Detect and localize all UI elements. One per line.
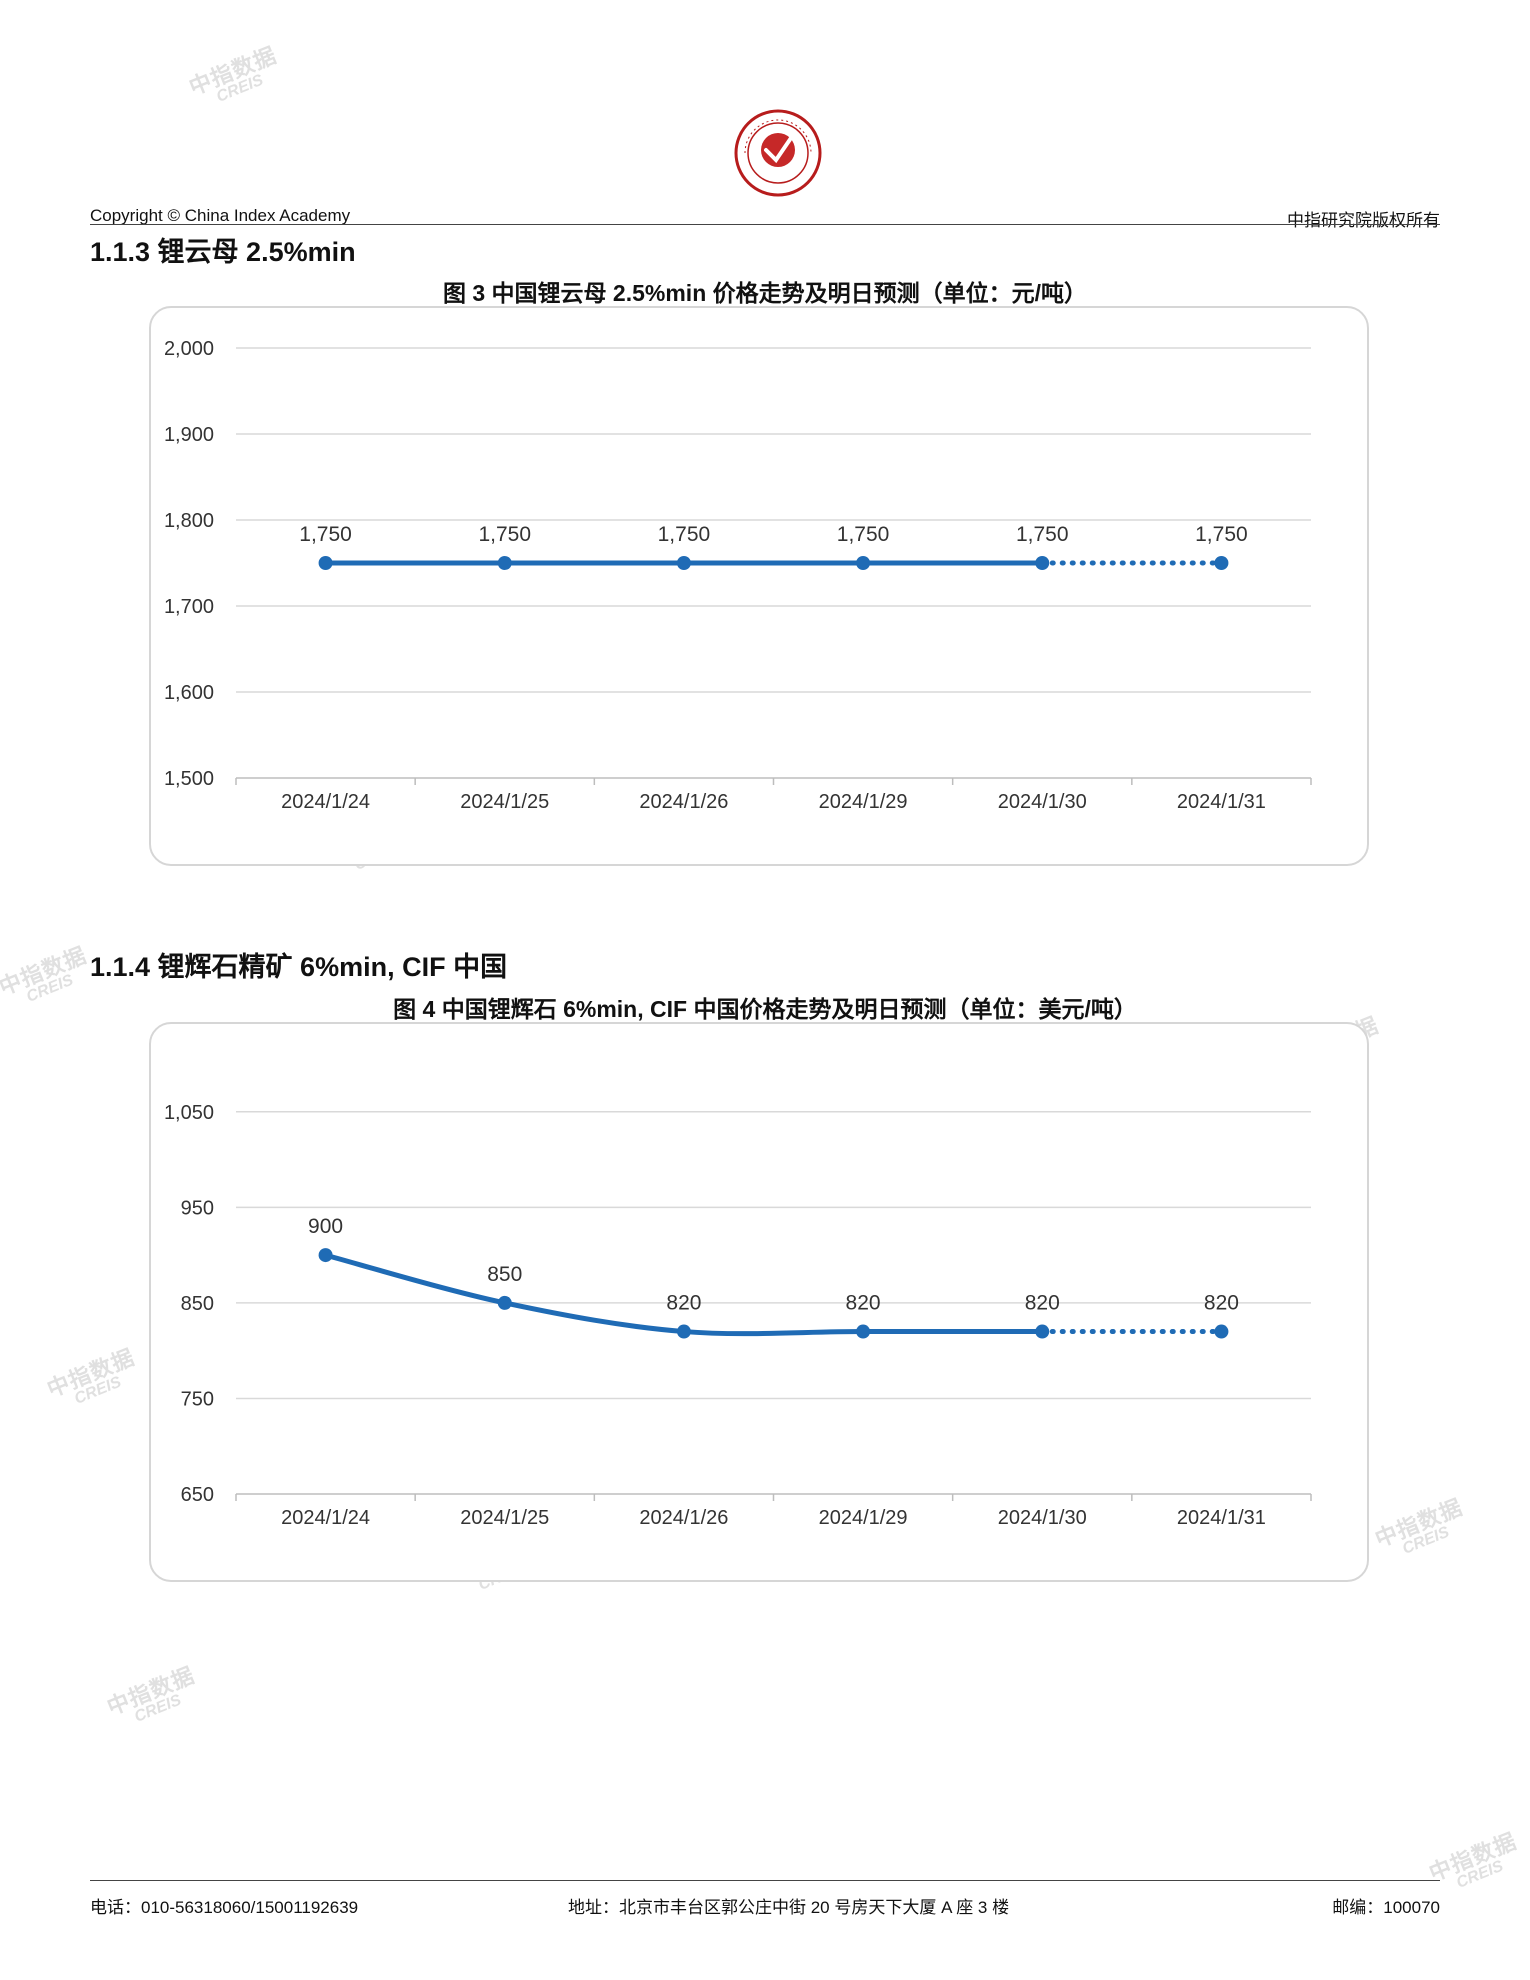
x-tick-label: 2024/1/25 (460, 1507, 549, 1529)
data-point (676, 1324, 691, 1339)
data-label: 1,750 (1195, 523, 1248, 546)
data-label: 820 (846, 1292, 881, 1315)
data-point (1035, 556, 1050, 570)
y-tick-label: 950 (181, 1197, 214, 1219)
y-tick-label: 1,050 (164, 1102, 214, 1124)
data-label: 900 (308, 1215, 343, 1238)
data-point (1035, 1324, 1050, 1339)
x-tick-label: 2024/1/30 (998, 1507, 1087, 1529)
figure-title-spodumene: 图 4 中国锂辉石 6%min, CIF 中国价格走势及明日预测（单位：美元/吨… (393, 996, 1137, 1022)
data-point (856, 556, 871, 570)
copyright-text: Copyright © China Index Academy (90, 206, 351, 225)
x-tick-label: 2024/1/24 (281, 1507, 370, 1529)
data-label: 1,750 (478, 523, 531, 546)
section-title-spodumene: 1.1.4 锂辉石精矿 6%min, CIF 中国 (90, 952, 508, 982)
data-label: 1,750 (1016, 523, 1069, 546)
data-point (1214, 1324, 1229, 1339)
x-tick-label: 2024/1/25 (460, 791, 549, 813)
x-tick-label: 2024/1/24 (281, 791, 370, 813)
y-tick-label: 650 (181, 1484, 214, 1506)
y-tick-label: 1,800 (164, 510, 214, 532)
footer-divider (90, 1880, 1440, 1881)
x-tick-label: 2024/1/29 (819, 791, 908, 813)
x-tick-label: 2024/1/26 (639, 791, 728, 813)
x-tick-label: 2024/1/31 (1177, 1507, 1266, 1529)
figure-title-lepidolite: 图 3 中国锂云母 2.5%min 价格走势及明日预测（单位：元/吨） (442, 280, 1088, 306)
data-label: 820 (1025, 1292, 1060, 1315)
footer-postcode: 邮编：100070 (1332, 1898, 1440, 1917)
header-divider (90, 224, 1440, 225)
footer-phone: 电话：010-56318060/15001192639 (90, 1898, 359, 1917)
data-point (676, 556, 691, 570)
rights-text: 中指研究院版权所有 (1287, 211, 1440, 231)
data-label: 1,750 (658, 523, 711, 546)
chart-frame-lepidolite: 1,500 1,600 1,700 1,800 1,900 2,000 2024/1/24 2… (149, 306, 1369, 866)
x-tick-label: 2024/1/31 (1177, 791, 1266, 813)
china-index-academy-logo (734, 109, 822, 197)
x-tick-label: 2024/1/29 (819, 1507, 908, 1529)
data-point (1214, 556, 1229, 570)
x-tick-label: 2024/1/30 (998, 791, 1087, 813)
data-label: 820 (666, 1292, 701, 1315)
data-point (497, 1295, 512, 1310)
y-tick-label: 850 (181, 1293, 214, 1315)
y-tick-label: 1,600 (164, 682, 214, 704)
y-tick-label: 1,700 (164, 596, 214, 618)
y-tick-label: 2,000 (164, 338, 214, 360)
y-tick-label: 750 (181, 1388, 214, 1410)
data-label: 850 (487, 1263, 522, 1286)
chart-spodumene-price: 650 750 850 950 1,050 2024/1/24 2024/1/25 2024/… (164, 1102, 1312, 1529)
data-label: 1,750 (299, 523, 352, 546)
y-tick-label: 1,500 (164, 768, 214, 790)
chart-lepidolite-price: 1,500 1,600 1,700 1,800 1,900 2,000 2024/1/24 2… (164, 338, 1312, 813)
footer-address: 地址：北京市丰台区郭公庄中街 20 号房天下大厦 A 座 3 楼 (568, 1898, 1010, 1917)
data-point (497, 556, 512, 570)
data-point (318, 1248, 333, 1263)
y-tick-label: 1,900 (164, 424, 214, 446)
data-point (318, 556, 333, 570)
section-title-lepidolite: 1.1.3 锂云母 2.5%min (90, 237, 356, 267)
chart-frame-spodumene: 650 750 850 950 1,050 2024/1/24 2024/1/25 2024/… (149, 1022, 1369, 1582)
data-label: 820 (1204, 1292, 1239, 1315)
x-tick-label: 2024/1/26 (639, 1507, 728, 1529)
data-label: 1,750 (837, 523, 890, 546)
data-point (856, 1324, 871, 1339)
